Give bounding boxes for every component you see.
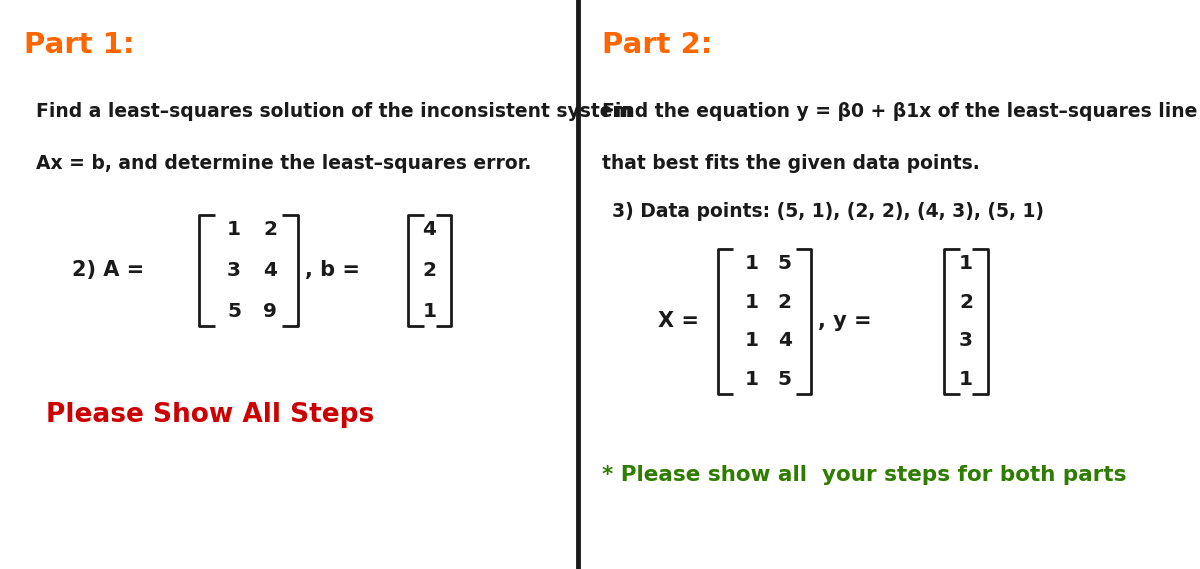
Text: 1: 1 bbox=[959, 370, 973, 389]
Text: 2: 2 bbox=[422, 261, 437, 280]
Text: 4: 4 bbox=[263, 261, 277, 280]
Text: Find the equation y = β0 + β1x of the least–squares line: Find the equation y = β0 + β1x of the le… bbox=[602, 102, 1198, 121]
Text: * Please show all  your steps for both parts: * Please show all your steps for both pa… bbox=[602, 465, 1127, 485]
Text: 5: 5 bbox=[227, 302, 241, 321]
Text: 4: 4 bbox=[422, 220, 437, 239]
Text: 5: 5 bbox=[778, 254, 792, 273]
Text: Part 1:: Part 1: bbox=[24, 31, 134, 59]
Text: 1: 1 bbox=[959, 254, 973, 273]
Text: 9: 9 bbox=[263, 302, 277, 321]
Text: 2: 2 bbox=[263, 220, 277, 239]
Text: that best fits the given data points.: that best fits the given data points. bbox=[602, 154, 980, 172]
Text: 4: 4 bbox=[778, 331, 792, 351]
Text: 3: 3 bbox=[959, 331, 973, 351]
Text: Part 2:: Part 2: bbox=[602, 31, 713, 59]
Text: 1: 1 bbox=[744, 331, 758, 351]
Text: 1: 1 bbox=[744, 292, 758, 312]
Text: 1: 1 bbox=[744, 254, 758, 273]
Text: , b =: , b = bbox=[305, 260, 367, 281]
Text: 3: 3 bbox=[227, 261, 241, 280]
Text: 1: 1 bbox=[744, 370, 758, 389]
Text: X =: X = bbox=[658, 311, 706, 332]
Text: Ax = b, and determine the least–squares error.: Ax = b, and determine the least–squares … bbox=[36, 154, 532, 172]
Text: Find a least–squares solution of the inconsistent system: Find a least–squares solution of the inc… bbox=[36, 102, 632, 121]
Text: 3) Data points: (5, 1), (2, 2), (4, 3), (5, 1): 3) Data points: (5, 1), (2, 2), (4, 3), … bbox=[612, 202, 1044, 221]
Text: 1: 1 bbox=[422, 302, 437, 321]
Text: 2) A =: 2) A = bbox=[72, 260, 151, 281]
Text: 1: 1 bbox=[227, 220, 241, 239]
Text: 5: 5 bbox=[778, 370, 792, 389]
Text: 2: 2 bbox=[778, 292, 792, 312]
Text: , y =: , y = bbox=[818, 311, 880, 332]
Text: 2: 2 bbox=[959, 292, 973, 312]
Text: Please Show All Steps: Please Show All Steps bbox=[46, 402, 374, 428]
